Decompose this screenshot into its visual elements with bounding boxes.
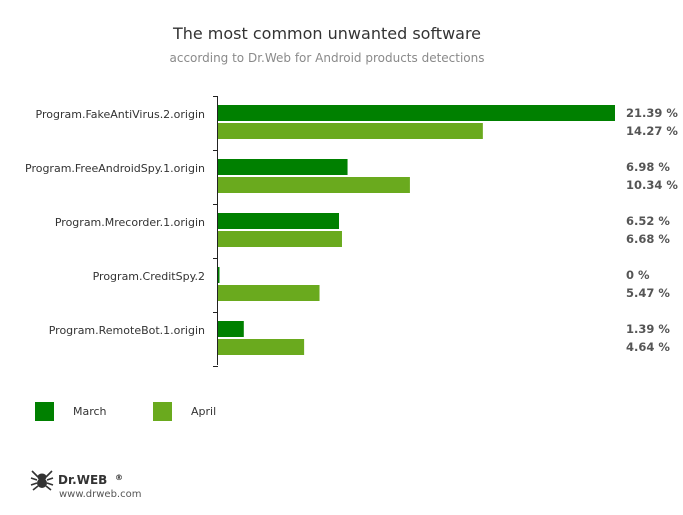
bar-april	[218, 339, 305, 355]
legend-label-april: April	[191, 405, 216, 418]
value-label: 14.27 %	[626, 124, 678, 138]
bar-april	[218, 285, 320, 301]
bar-march	[218, 321, 244, 337]
value-label: 21.39 %	[626, 106, 678, 120]
bar-april	[218, 123, 483, 139]
category-label: Program.Mrecorder.1.origin	[55, 216, 205, 229]
chart-subtitle: according to Dr.Web for Android products…	[170, 51, 485, 65]
value-label: 4.64 %	[626, 340, 670, 354]
drweb-logo: Dr.WEB ® www.drweb.com	[30, 470, 141, 500]
spider-icon	[30, 470, 54, 491]
logo-url: www.drweb.com	[59, 489, 141, 500]
bar-march	[218, 267, 220, 283]
legend-swatch-april	[153, 402, 172, 421]
value-label: 5.47 %	[626, 286, 670, 300]
chart-title: The most common unwanted software	[172, 24, 481, 43]
value-label: 6.52 %	[626, 214, 670, 228]
value-label: 6.68 %	[626, 232, 670, 246]
legend-label-march: March	[73, 405, 107, 418]
category-label: Program.FreeAndroidSpy.1.origin	[25, 162, 205, 175]
logo-registered: ®	[115, 473, 123, 482]
category-label: Program.FakeAntiVirus.2.origin	[36, 108, 205, 121]
logo-brand: Dr.WEB	[58, 473, 107, 487]
bar-march	[218, 159, 348, 175]
value-label: 6.98 %	[626, 160, 670, 174]
legend-swatch-march	[35, 402, 54, 421]
category-label: Program.CreditSpy.2	[93, 270, 205, 283]
value-label: 10.34 %	[626, 178, 678, 192]
bar-april	[218, 231, 342, 247]
value-label: 0 %	[626, 268, 650, 282]
value-label: 1.39 %	[626, 322, 670, 336]
bar-march	[218, 105, 615, 121]
category-label: Program.RemoteBot.1.origin	[49, 324, 205, 337]
bar-march	[218, 213, 340, 229]
bar-april	[218, 177, 410, 193]
